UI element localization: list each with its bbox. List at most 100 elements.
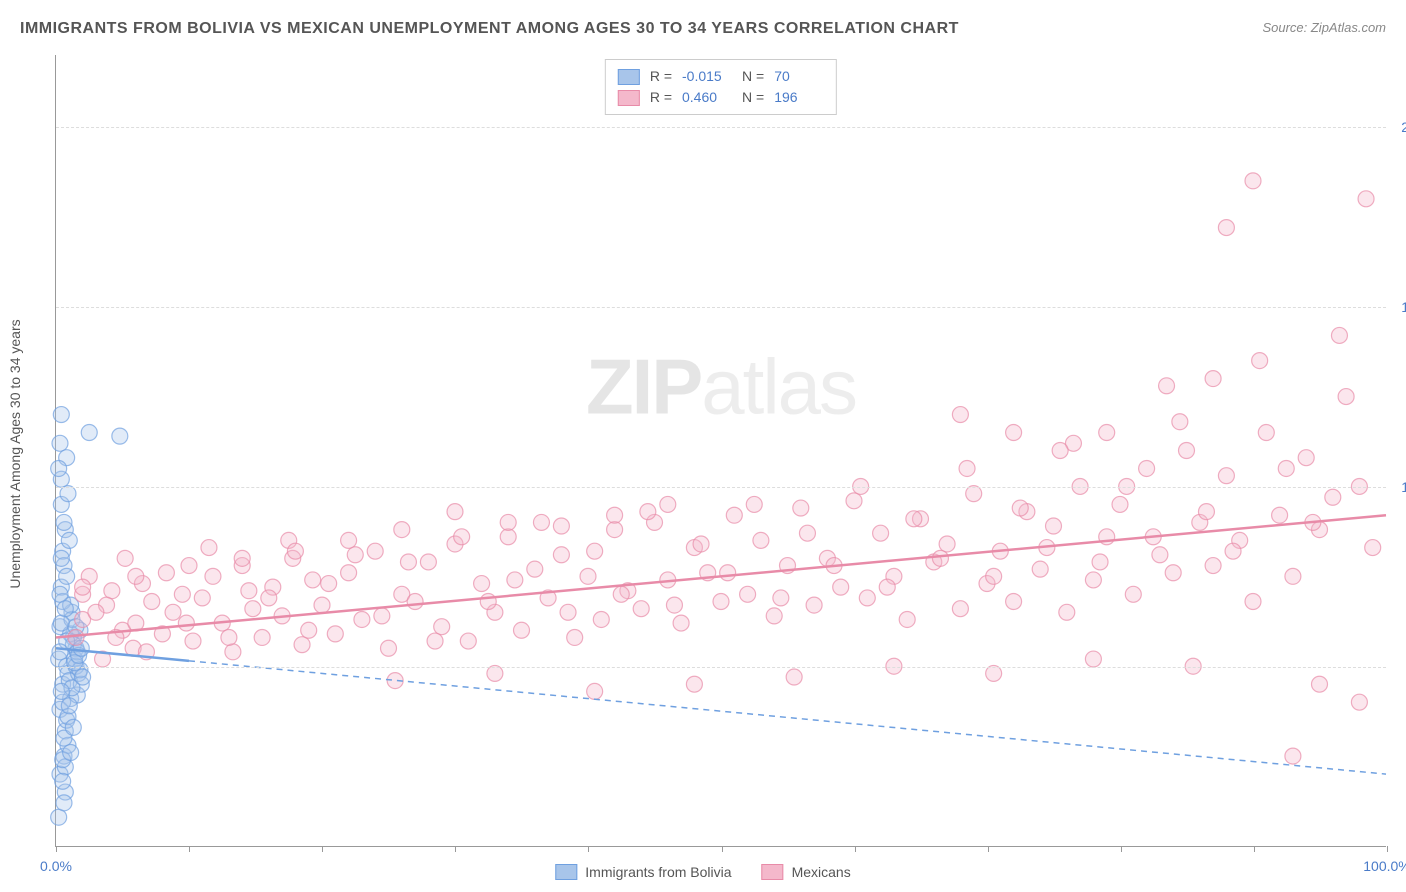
- legend-swatch: [762, 864, 784, 880]
- scatter-point: [427, 633, 443, 649]
- scatter-point: [1245, 173, 1261, 189]
- scatter-point: [374, 608, 390, 624]
- stat-value-n: 70: [774, 66, 824, 87]
- scatter-point: [1225, 543, 1241, 559]
- scatter-point: [261, 590, 277, 606]
- scatter-point: [341, 565, 357, 581]
- x-tick-label: 0.0%: [40, 858, 72, 874]
- y-tick-label: 10.0%: [1401, 479, 1406, 495]
- scatter-point: [1331, 327, 1347, 343]
- scatter-point: [241, 583, 257, 599]
- scatter-point: [1365, 540, 1381, 556]
- legend-label: Immigrants from Bolivia: [585, 864, 731, 880]
- x-tick: [56, 846, 57, 852]
- scatter-point: [57, 601, 73, 617]
- x-tick: [189, 846, 190, 852]
- x-tick-label: 100.0%: [1363, 858, 1406, 874]
- scatter-point: [507, 572, 523, 588]
- scatter-point: [51, 460, 67, 476]
- scatter-point: [75, 579, 91, 595]
- scatter-point: [1159, 378, 1175, 394]
- scatter-point: [53, 550, 69, 566]
- scatter-point: [1165, 565, 1181, 581]
- scatter-point: [341, 532, 357, 548]
- legend-swatch: [618, 90, 640, 106]
- scatter-point: [347, 547, 363, 563]
- legend-item: Immigrants from Bolivia: [555, 864, 731, 880]
- x-tick: [455, 846, 456, 852]
- scatter-point: [720, 565, 736, 581]
- stat-label-r: R =: [650, 66, 672, 87]
- source-text: Source: ZipAtlas.com: [1262, 20, 1386, 35]
- scatter-point: [1285, 748, 1301, 764]
- scatter-point: [185, 633, 201, 649]
- scatter-point: [56, 514, 72, 530]
- scatter-point: [686, 676, 702, 692]
- bottom-legend: Immigrants from BoliviaMexicans: [555, 864, 850, 880]
- scatter-point: [1338, 389, 1354, 405]
- scatter-point: [693, 536, 709, 552]
- scatter-point: [88, 604, 104, 620]
- gridline: [56, 127, 1386, 128]
- scatter-point: [553, 518, 569, 534]
- scatter-point: [1059, 604, 1075, 620]
- scatter-point: [952, 407, 968, 423]
- scatter-point: [1172, 414, 1188, 430]
- scatter-point: [1252, 353, 1268, 369]
- scatter-point: [1285, 568, 1301, 584]
- x-tick: [722, 846, 723, 852]
- scatter-point: [201, 540, 217, 556]
- scatter-point: [740, 586, 756, 602]
- scatter-point: [986, 568, 1002, 584]
- scatter-point: [859, 590, 875, 606]
- trendline-solid: [56, 515, 1386, 637]
- scatter-point: [53, 615, 69, 631]
- scatter-point: [932, 550, 948, 566]
- scatter-point: [1032, 561, 1048, 577]
- scatter-point: [500, 529, 516, 545]
- scatter-point: [301, 622, 317, 638]
- scatter-point: [959, 460, 975, 476]
- scatter-point: [1205, 558, 1221, 574]
- scatter-point: [939, 536, 955, 552]
- scatter-point: [254, 629, 270, 645]
- scatter-point: [799, 525, 815, 541]
- scatter-point: [666, 597, 682, 613]
- scatter-point: [533, 514, 549, 530]
- scatter-point: [1099, 425, 1115, 441]
- scatter-point: [65, 719, 81, 735]
- scatter-point: [1006, 425, 1022, 441]
- stats-legend-row: R =-0.015 N =70: [618, 66, 824, 87]
- scatter-point: [753, 532, 769, 548]
- scatter-point: [1092, 554, 1108, 570]
- plot-svg: [56, 55, 1386, 846]
- x-tick: [1121, 846, 1122, 852]
- scatter-point: [806, 597, 822, 613]
- scatter-point: [434, 619, 450, 635]
- scatter-point: [128, 568, 144, 584]
- scatter-point: [68, 629, 84, 645]
- stats-legend: R =-0.015 N =70 R =0.460 N =196: [605, 59, 837, 115]
- scatter-point: [104, 583, 120, 599]
- scatter-point: [500, 514, 516, 530]
- stat-value-r: 0.460: [682, 87, 732, 108]
- scatter-point: [1358, 191, 1374, 207]
- x-tick: [588, 846, 589, 852]
- scatter-point: [1085, 651, 1101, 667]
- scatter-point: [1012, 500, 1028, 516]
- scatter-point: [1258, 425, 1274, 441]
- scatter-point: [1125, 586, 1141, 602]
- scatter-point: [607, 507, 623, 523]
- scatter-point: [420, 554, 436, 570]
- stat-value-r: -0.015: [682, 66, 732, 87]
- scatter-point: [786, 669, 802, 685]
- legend-swatch: [555, 864, 577, 880]
- scatter-point: [407, 594, 423, 610]
- scatter-point: [61, 698, 77, 714]
- scatter-point: [1179, 443, 1195, 459]
- scatter-point: [117, 550, 133, 566]
- scatter-point: [381, 640, 397, 656]
- scatter-point: [59, 568, 75, 584]
- plot-area: ZIPatlas R =-0.015 N =70 R =0.460 N =196…: [55, 55, 1386, 847]
- scatter-point: [640, 504, 656, 520]
